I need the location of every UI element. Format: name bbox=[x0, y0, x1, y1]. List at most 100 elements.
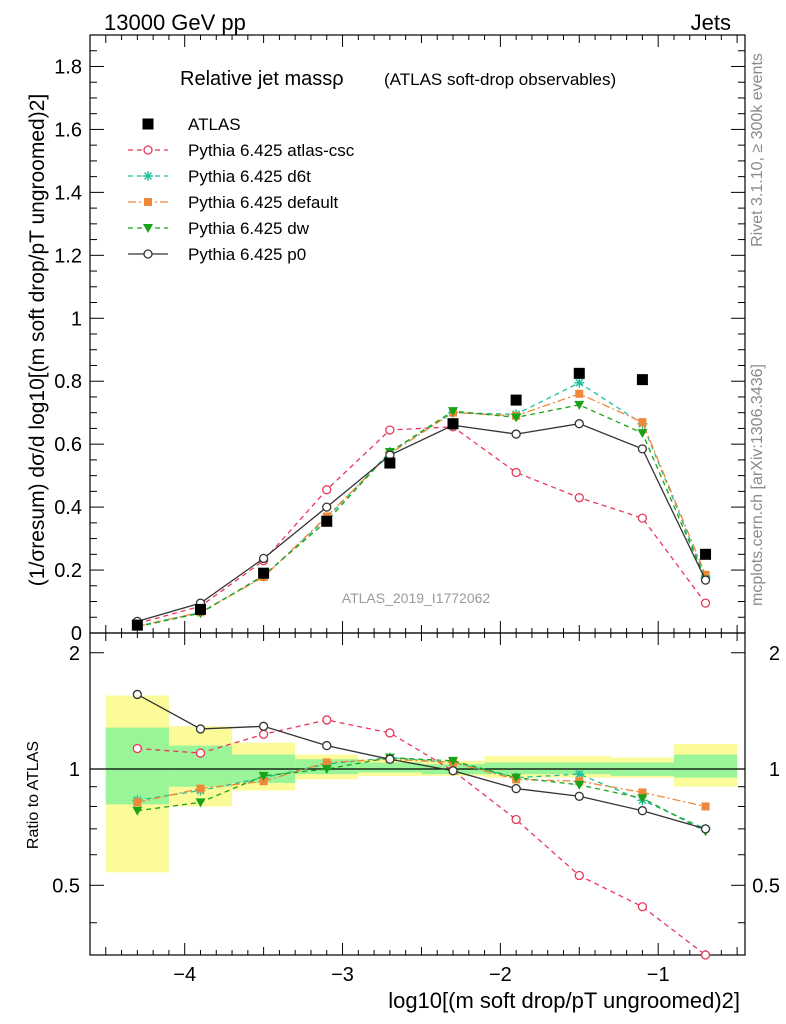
ratio-point-dw bbox=[448, 756, 459, 766]
main-point-p0 bbox=[574, 419, 584, 429]
x-tick-label: −3 bbox=[331, 964, 354, 986]
legend: ATLAS Pythia 6.425 atlas-csc Pythia 6.425 … bbox=[128, 115, 355, 264]
ratio-y-tick-label: 2 bbox=[69, 643, 80, 665]
main-panel: 0 0.2 0.4 0.6 0.8 1 1.2 1.4 1.6 1.8 bbox=[54, 34, 746, 645]
main-point-p0 bbox=[700, 575, 711, 585]
ratio-point-atlas_csc bbox=[637, 902, 648, 912]
ratio-y-tick-label-right: 1 bbox=[769, 759, 780, 781]
ratio-point-dw bbox=[321, 765, 332, 775]
main-point-p0 bbox=[637, 444, 648, 454]
ratio-point-dw bbox=[132, 806, 143, 816]
main-point-default bbox=[638, 418, 647, 427]
ratio-point-dw bbox=[258, 771, 269, 781]
energy-label: 13000 GeV pp bbox=[104, 10, 246, 35]
ratio-y-tick-label: 0.5 bbox=[52, 875, 80, 897]
legend-label-dw: Pythia 6.425 dw bbox=[188, 219, 310, 238]
ratio-point-atlas_csc bbox=[258, 729, 269, 739]
ratio-series-line-p0 bbox=[137, 693, 706, 830]
ratio-point-p0 bbox=[574, 791, 584, 801]
ratio-band-inner bbox=[673, 754, 738, 778]
main-point-atlas_csc bbox=[637, 513, 648, 523]
ratio-point-dw bbox=[511, 773, 522, 783]
main-y-tick-label: 1.6 bbox=[54, 119, 82, 141]
ratio-y-tick-label-right: 2 bbox=[769, 643, 780, 665]
ratio-point-atlas_csc bbox=[132, 743, 142, 754]
ratio-point-default bbox=[133, 798, 142, 807]
main-point-atlas_csc bbox=[511, 467, 521, 478]
ratio-point-dw bbox=[195, 798, 206, 808]
ratio-point-p0 bbox=[322, 740, 332, 751]
main-series-line-p0 bbox=[137, 423, 707, 622]
legend-marker-d6t bbox=[143, 171, 153, 181]
ratio-point-atlas_csc bbox=[511, 814, 521, 825]
main-series-line-atlas_csc bbox=[137, 426, 707, 625]
x-tick-label: −2 bbox=[489, 964, 512, 986]
legend-label-atlas: ATLAS bbox=[188, 115, 241, 134]
main-point-atlas bbox=[384, 457, 396, 469]
legend-marker-dw bbox=[143, 224, 153, 233]
ratio-point-atlas_csc bbox=[385, 728, 395, 738]
ratio-point-default bbox=[259, 777, 268, 786]
ratio-point-default bbox=[638, 788, 647, 797]
ratio-point-atlas_csc bbox=[700, 950, 711, 960]
main-point-default bbox=[701, 570, 710, 579]
ratio-point-p0 bbox=[132, 689, 142, 700]
chart-title: Relative jet massρ bbox=[180, 68, 344, 90]
main-point-p0 bbox=[322, 502, 332, 512]
legend-label-default: Pythia 6.425 default bbox=[188, 193, 339, 212]
ratio-series-line-dw bbox=[137, 757, 706, 832]
main-point-atlas bbox=[321, 515, 333, 527]
chart-subtitle: (ATLAS soft-drop observables) bbox=[384, 70, 616, 89]
main-point-atlas bbox=[573, 367, 585, 379]
ratio-point-d6t bbox=[574, 769, 585, 780]
legend-label-d6t: Pythia 6.425 d6t bbox=[188, 167, 311, 186]
main-y-tick-label: 1.2 bbox=[54, 245, 82, 267]
source-label: mcplots.cern.ch [arXiv:1306.3436] bbox=[749, 364, 766, 606]
main-point-atlas_csc bbox=[322, 485, 332, 495]
main-point-dw bbox=[511, 413, 522, 423]
main-point-d6t bbox=[574, 377, 585, 388]
ratio-band-inner bbox=[358, 762, 422, 773]
ratio-point-p0 bbox=[700, 824, 711, 834]
main-point-atlas_csc bbox=[700, 598, 711, 608]
main-y-tick-label: 1.8 bbox=[54, 56, 82, 78]
ratio-panel: −4 −3 −2 −1 0.5 0.5 1 1 2 2 bbox=[52, 632, 780, 986]
main-y-tick-label: 0.6 bbox=[54, 434, 82, 456]
analysis-id-label: ATLAS_2019_I1772062 bbox=[342, 590, 491, 606]
x-tick-label: −1 bbox=[647, 964, 670, 986]
main-point-atlas bbox=[700, 548, 712, 560]
ratio-point-default bbox=[322, 758, 331, 767]
main-point-atlas bbox=[258, 567, 270, 579]
main-series-line-dw bbox=[137, 404, 707, 628]
ratio-point-atlas_csc bbox=[195, 748, 206, 758]
main-point-atlas bbox=[447, 418, 459, 430]
main-y-tick-label: 0 bbox=[71, 623, 82, 645]
main-y-tick-label: 0.4 bbox=[54, 497, 82, 519]
ratio-frame bbox=[89, 632, 746, 956]
ratio-point-p0 bbox=[511, 783, 521, 794]
main-point-atlas bbox=[194, 603, 206, 615]
ratio-band-inner bbox=[547, 762, 611, 775]
main-y-tick-label: 1 bbox=[71, 308, 82, 330]
process-label: Jets bbox=[691, 10, 731, 35]
ratio-point-default bbox=[196, 784, 205, 793]
ratio-point-p0 bbox=[637, 806, 648, 816]
legend-marker-default bbox=[144, 198, 152, 206]
main-point-atlas bbox=[131, 619, 143, 631]
legend-label-p0: Pythia 6.425 p0 bbox=[188, 245, 306, 264]
ratio-band-inner bbox=[484, 762, 548, 775]
main-point-atlas_csc bbox=[385, 425, 395, 435]
main-point-atlas bbox=[636, 374, 648, 386]
main-point-dw bbox=[637, 429, 648, 439]
ratio-point-p0 bbox=[258, 721, 269, 731]
ratio-point-atlas_csc bbox=[574, 870, 584, 881]
ratio-y-axis-label: Ratio to ATLAS bbox=[25, 741, 42, 849]
main-y-tick-label: 1.4 bbox=[54, 182, 82, 204]
legend-marker-atlas bbox=[142, 118, 154, 130]
main-y-axis-label: (1/σresum) dσ/d log10[(m soft drop/pT un… bbox=[26, 94, 49, 586]
ratio-y-tick-label: 1 bbox=[69, 759, 80, 781]
ratio-point-p0 bbox=[195, 724, 206, 734]
ratio-series-line-atlas_csc bbox=[137, 719, 706, 956]
ratio-band-inner bbox=[105, 727, 169, 805]
